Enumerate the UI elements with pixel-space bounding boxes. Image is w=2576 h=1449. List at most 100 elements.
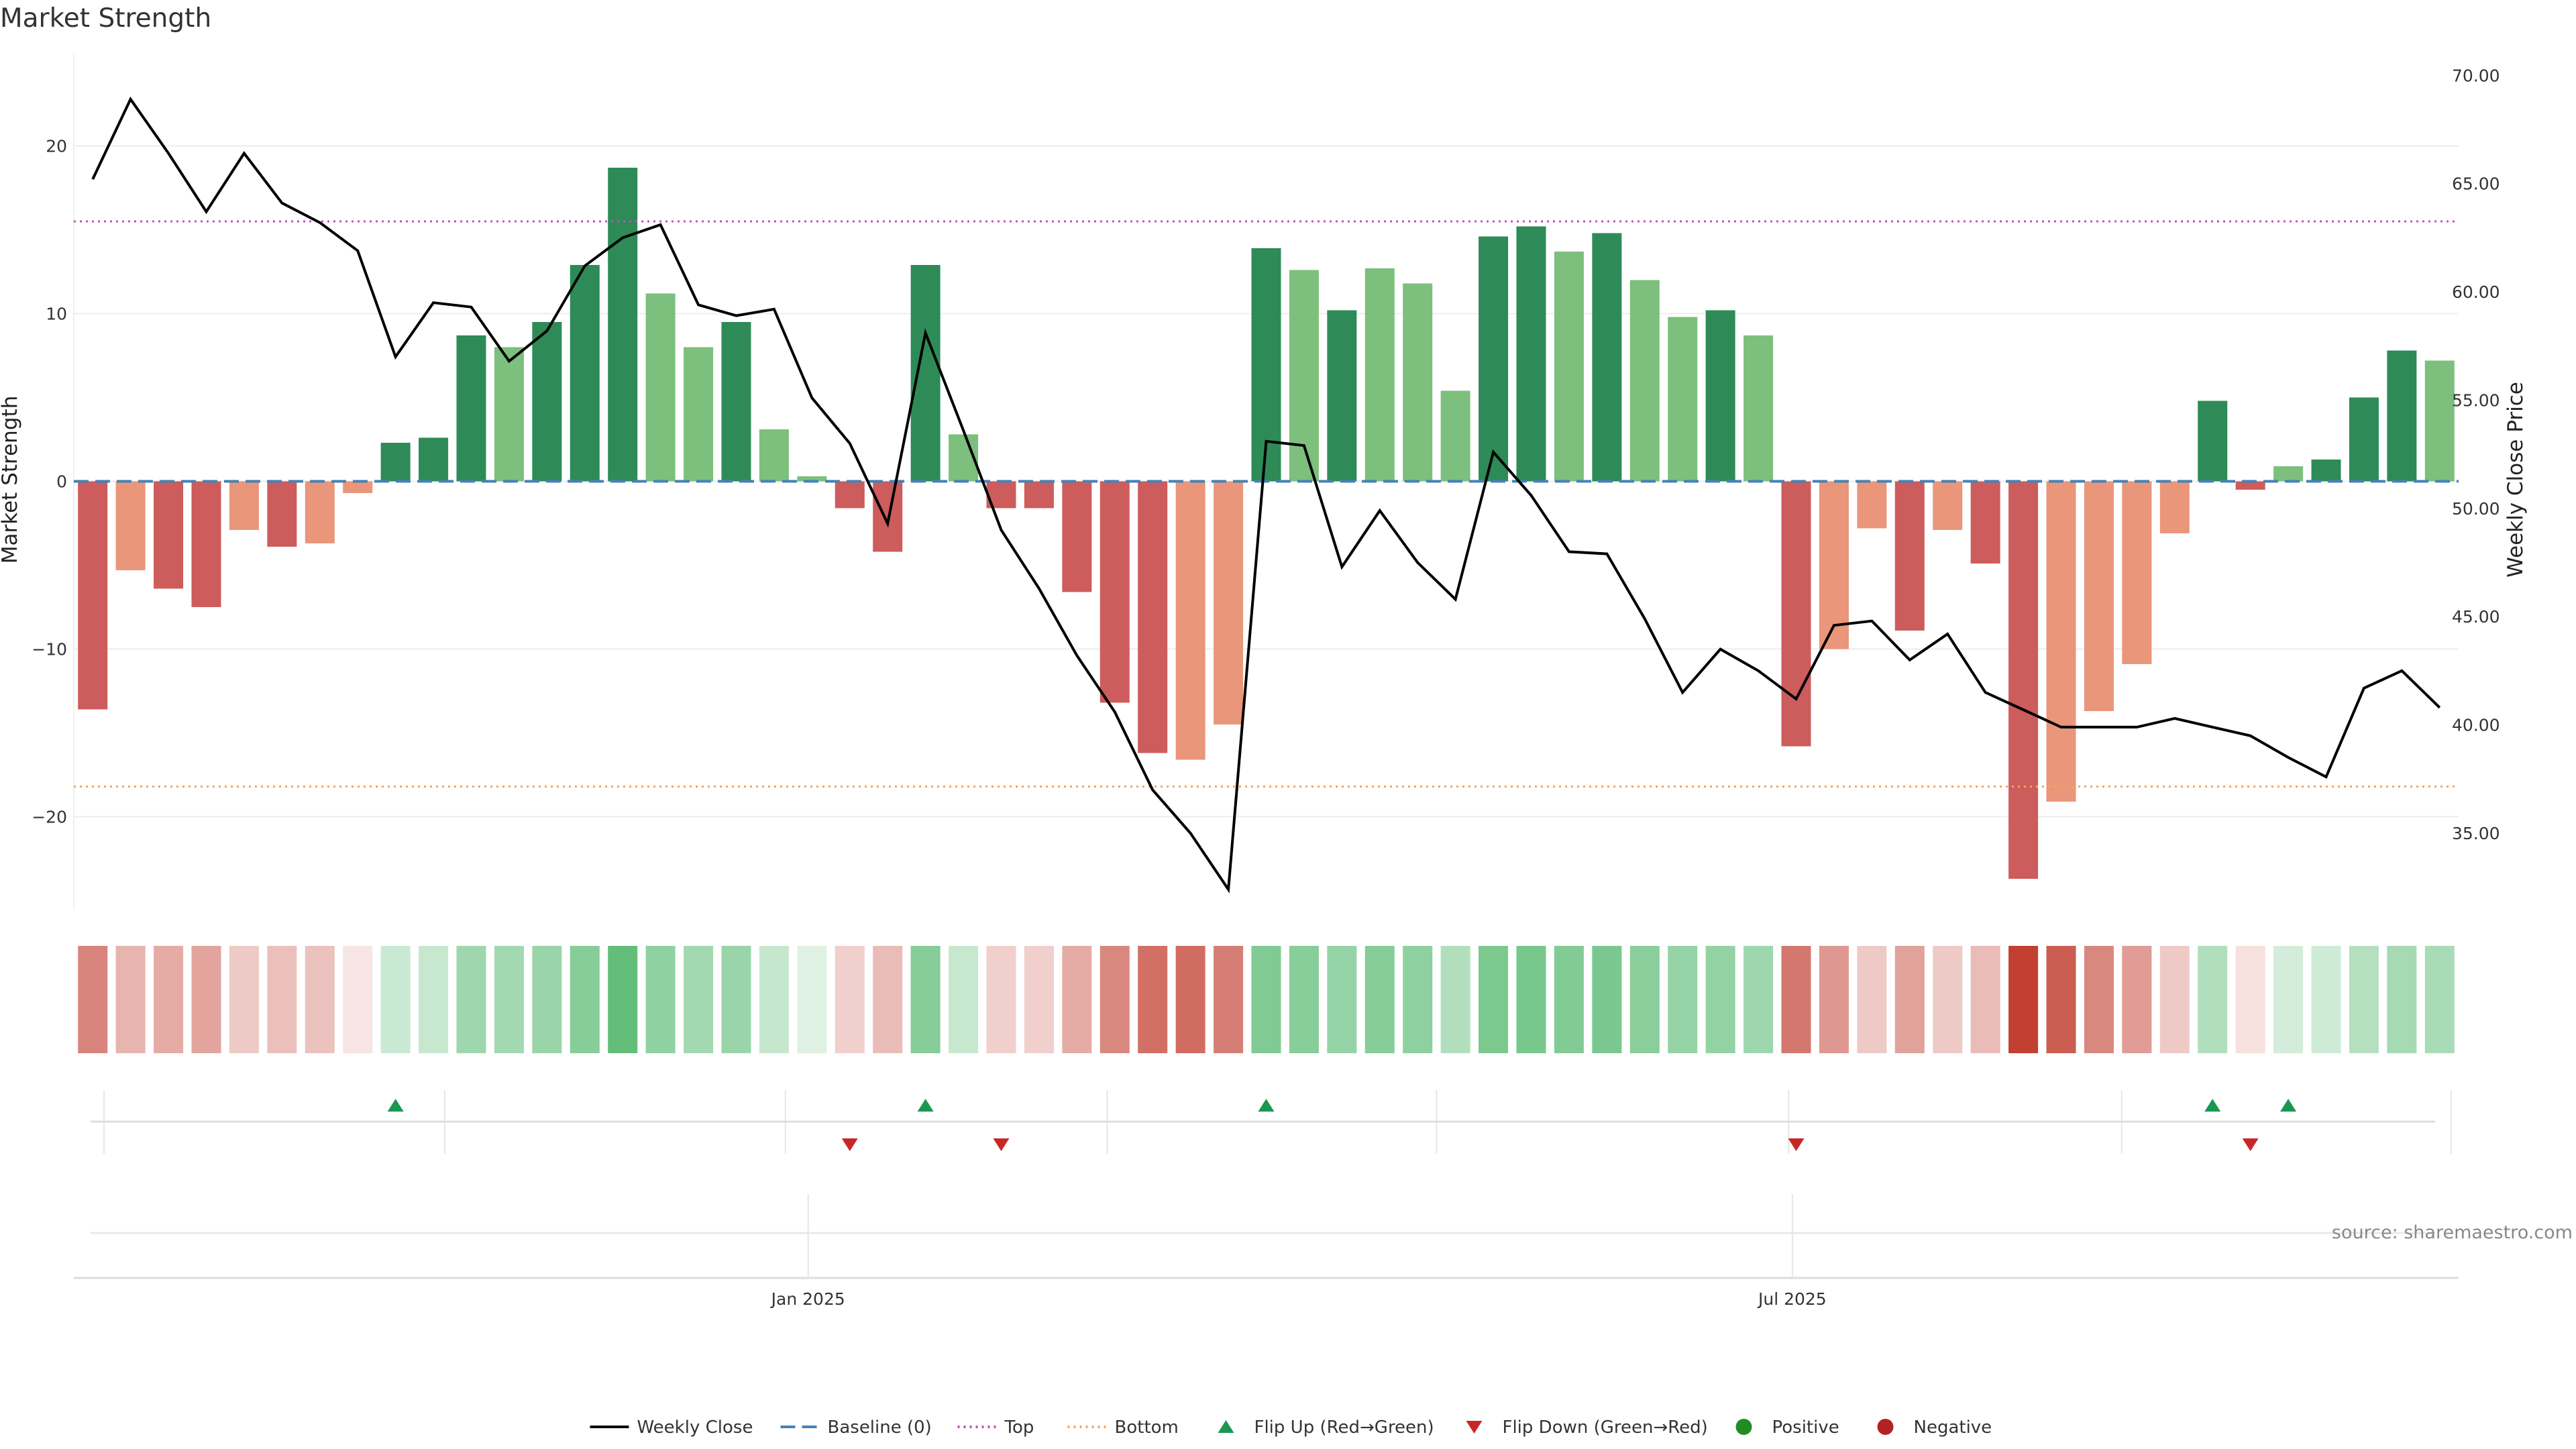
strength-bar-15 <box>645 293 676 482</box>
right-tick-4: 50.00 <box>2452 499 2500 519</box>
strip-cell-42 <box>1668 946 1698 1053</box>
strip-cell-25 <box>1024 946 1054 1053</box>
strength-bar-60 <box>2349 397 2379 482</box>
strip-cell-35 <box>1403 946 1433 1053</box>
strip-cell-20 <box>835 946 865 1053</box>
strip-cell-53 <box>2084 946 2114 1053</box>
strength-bar-2 <box>154 481 184 589</box>
strip-cell-44 <box>1743 946 1774 1053</box>
strength-bar-0 <box>78 481 108 710</box>
chart-title: Market Strength <box>0 3 211 34</box>
right-tick-2: 60.00 <box>2452 282 2500 302</box>
strip-cell-32 <box>1289 946 1319 1053</box>
reference-lines <box>74 220 2459 788</box>
strip-cell-5 <box>267 946 297 1053</box>
legend-label-flip-up: Flip Up (Red→Green) <box>1254 1417 1434 1438</box>
strength-heat-strip <box>78 946 2455 1053</box>
flip-up-marker-56 <box>2204 1099 2221 1112</box>
flip-down-marker-20 <box>841 1138 858 1151</box>
y-axis-label-right: Weekly Close Price <box>2504 382 2528 578</box>
legend-negative-swatch <box>1877 1419 1894 1435</box>
strength-bar-57 <box>2235 481 2265 490</box>
legend-label-baseline: Baseline (0) <box>828 1417 932 1438</box>
strength-bar-33 <box>1327 310 1357 482</box>
strip-cell-51 <box>2008 946 2039 1053</box>
flip-up-marker-22 <box>917 1099 934 1112</box>
strength-bar-6 <box>305 481 335 543</box>
weekly-close-line <box>91 96 2441 894</box>
strength-bar-50 <box>1970 481 2000 564</box>
strength-bar-61 <box>2387 350 2417 482</box>
strip-cell-58 <box>2273 946 2304 1053</box>
strength-bar-51 <box>2008 481 2039 879</box>
strip-cell-29 <box>1175 946 1205 1053</box>
strength-bar-20 <box>835 481 865 508</box>
strip-cell-3 <box>191 946 221 1053</box>
strength-bar-47 <box>1857 481 1887 529</box>
strength-bar-17 <box>721 322 751 482</box>
strength-bar-54 <box>2122 481 2152 664</box>
legend-label-negative: Negative <box>1914 1417 1992 1438</box>
strength-bar-46 <box>1819 481 1849 649</box>
flip-down-marker-45 <box>1788 1138 1805 1151</box>
legend-flip-down-swatch <box>1466 1421 1483 1434</box>
strength-bar-44 <box>1743 335 1774 482</box>
flip-down-marker-57 <box>2242 1138 2259 1151</box>
strength-bar-12 <box>532 322 562 482</box>
strip-cell-10 <box>456 946 486 1053</box>
strip-cell-17 <box>721 946 751 1053</box>
strip-cell-61 <box>2387 946 2417 1053</box>
strip-cell-27 <box>1099 946 1130 1053</box>
flip-up-marker-58 <box>2280 1099 2297 1112</box>
strength-bar-35 <box>1403 283 1433 482</box>
strip-cell-15 <box>645 946 676 1053</box>
strength-bar-28 <box>1138 481 1168 753</box>
strip-cell-2 <box>154 946 184 1053</box>
strip-cell-47 <box>1857 946 1887 1053</box>
strength-bar-11 <box>494 347 524 482</box>
legend-label-top: Top <box>1004 1417 1034 1438</box>
left-axis-ticks: 20 10 0 −10 −20 <box>32 137 67 827</box>
right-tick-6: 40.00 <box>2452 716 2500 735</box>
strip-cell-19 <box>797 946 827 1053</box>
flip-up-marker-31 <box>1258 1099 1275 1112</box>
strength-bar-26 <box>1062 481 1092 592</box>
strip-cell-49 <box>1933 946 1963 1053</box>
strength-bar-19 <box>797 476 827 482</box>
strip-cell-13 <box>570 946 600 1053</box>
x-tick-label-0: Jan 2025 <box>770 1289 845 1309</box>
strip-cell-14 <box>608 946 638 1053</box>
flip-up-marker-8 <box>387 1099 404 1112</box>
strength-bar-37 <box>1479 236 1509 482</box>
strip-cell-11 <box>494 946 524 1053</box>
right-axis-ticks: 70.00 65.00 60.00 55.00 50.00 45.00 40.00 35.00 <box>2452 66 2500 843</box>
strip-cell-9 <box>419 946 449 1053</box>
strip-cell-62 <box>2424 946 2455 1053</box>
strength-bar-13 <box>570 265 600 482</box>
strip-cell-23 <box>949 946 979 1053</box>
flip-down-marker-24 <box>993 1138 1010 1151</box>
strength-bar-41 <box>1629 280 1660 482</box>
strength-bar-42 <box>1668 317 1698 482</box>
strength-bar-53 <box>2084 481 2114 711</box>
strip-cell-40 <box>1592 946 1622 1053</box>
right-tick-5: 45.00 <box>2452 607 2500 627</box>
strength-bar-39 <box>1554 252 1584 482</box>
strip-cell-30 <box>1214 946 1244 1053</box>
strength-bar-18 <box>759 429 789 482</box>
strength-bar-1 <box>115 481 146 570</box>
legend-label-weekly-close: Weekly Close <box>637 1417 753 1438</box>
right-tick-7: 35.00 <box>2452 824 2500 843</box>
strength-bar-45 <box>1781 481 1811 747</box>
strip-cell-37 <box>1479 946 1509 1053</box>
strip-cell-45 <box>1781 946 1811 1053</box>
strength-bar-7 <box>343 481 373 493</box>
strip-cell-59 <box>2311 946 2341 1053</box>
strip-cell-31 <box>1251 946 1281 1053</box>
legend: Weekly Close Baseline (0) Top Bottom Flip Up… <box>590 1417 1992 1438</box>
y-axis-label-left: Market Strength <box>0 396 22 564</box>
right-tick-0: 70.00 <box>2452 66 2500 85</box>
flip-markers-panel <box>91 1090 2452 1154</box>
strength-bar-56 <box>2198 400 2228 482</box>
